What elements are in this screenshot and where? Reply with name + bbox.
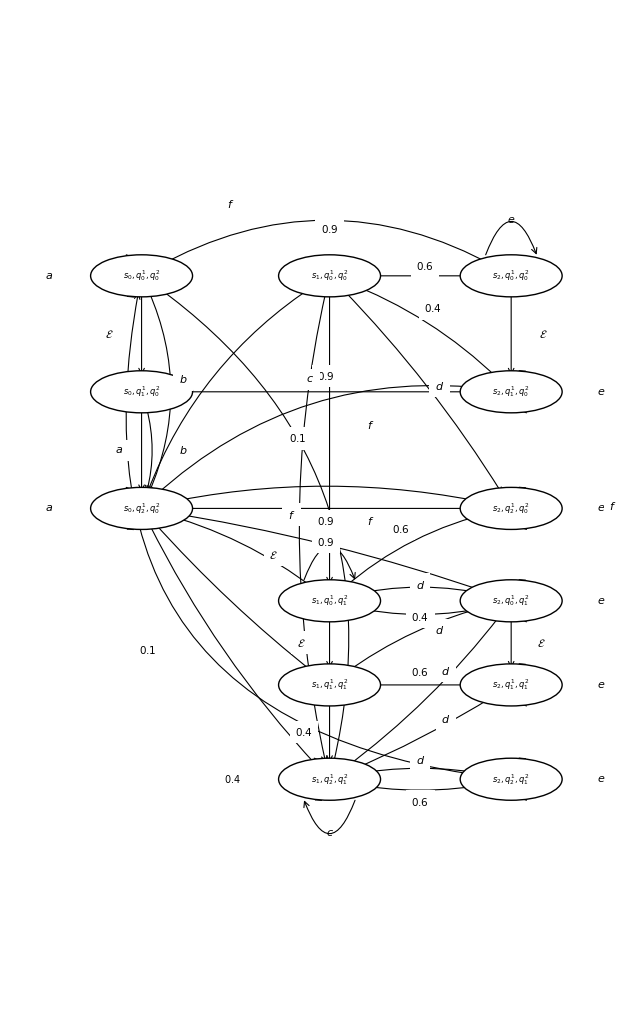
Text: $a$: $a$ (45, 270, 53, 281)
Text: $\mathcal{E}$: $\mathcal{E}$ (539, 328, 547, 339)
Ellipse shape (460, 487, 562, 530)
Ellipse shape (278, 664, 381, 706)
Text: $s_1, q_0^1, q_1^2$: $s_1, q_0^1, q_1^2$ (311, 594, 348, 608)
Text: $d$: $d$ (416, 754, 425, 766)
Text: $c$: $c$ (326, 829, 333, 839)
Text: $s_1, q_1^1, q_1^2$: $s_1, q_1^1, q_1^2$ (311, 678, 348, 692)
Ellipse shape (91, 371, 193, 413)
Ellipse shape (91, 255, 193, 297)
Text: $0.9$: $0.9$ (317, 516, 335, 527)
Text: $d$: $d$ (442, 665, 451, 677)
Text: $c$: $c$ (332, 544, 340, 554)
Text: $0.4$: $0.4$ (412, 611, 429, 623)
Text: $0.9$: $0.9$ (321, 223, 339, 235)
Text: $s_2, q_0^1, q_1^2$: $s_2, q_0^1, q_1^2$ (492, 594, 530, 608)
Text: $f$: $f$ (227, 198, 234, 210)
Text: $0.4$: $0.4$ (224, 773, 241, 785)
Text: $a$: $a$ (45, 503, 53, 514)
Text: $f$: $f$ (367, 516, 374, 527)
Text: $e$: $e$ (598, 680, 606, 690)
Ellipse shape (460, 255, 562, 297)
Text: $0.1$: $0.1$ (139, 644, 157, 656)
Text: $0.9$: $0.9$ (317, 536, 335, 548)
Text: $0.9$: $0.9$ (317, 370, 335, 382)
Text: $e$: $e$ (598, 596, 606, 606)
Text: $d$: $d$ (435, 380, 444, 392)
Text: $s_1, q_0^1, q_0^2$: $s_1, q_0^1, q_0^2$ (311, 268, 348, 284)
Text: $f$: $f$ (367, 418, 374, 431)
Text: $s_2, q_1^1, q_1^2$: $s_2, q_1^1, q_1^2$ (492, 678, 530, 692)
Ellipse shape (278, 758, 381, 800)
Text: $0.6$: $0.6$ (412, 795, 429, 807)
Text: $c$: $c$ (307, 375, 314, 384)
Ellipse shape (278, 579, 381, 622)
Text: $e$: $e$ (598, 774, 606, 784)
Text: $d$: $d$ (442, 713, 451, 725)
Text: $0.4$: $0.4$ (295, 726, 313, 738)
Text: $s_0, q_1^1, q_0^2$: $s_0, q_1^1, q_0^2$ (123, 384, 161, 399)
Text: $\mathcal{E}$: $\mathcal{E}$ (106, 328, 114, 339)
Text: $\mathcal{E}$: $\mathcal{E}$ (269, 549, 278, 560)
Text: $s_0, q_2^1, q_0^2$: $s_0, q_2^1, q_0^2$ (123, 501, 161, 516)
Text: $s_2, q_2^1, q_1^2$: $s_2, q_2^1, q_1^2$ (492, 772, 530, 787)
Text: $s_2, q_1^1, q_0^2$: $s_2, q_1^1, q_0^2$ (492, 384, 530, 399)
Text: $d$: $d$ (416, 578, 425, 591)
Text: $s_2, q_0^1, q_0^2$: $s_2, q_0^1, q_0^2$ (492, 268, 530, 284)
Ellipse shape (460, 371, 562, 413)
Text: $e$: $e$ (598, 503, 606, 514)
Text: $0.4$: $0.4$ (424, 302, 442, 314)
Text: $0.6$: $0.6$ (412, 667, 429, 678)
Text: $f$: $f$ (287, 509, 295, 521)
Text: $f$: $f$ (609, 500, 617, 513)
Text: $e$: $e$ (598, 387, 606, 397)
Text: $b$: $b$ (179, 374, 188, 385)
Text: $a$: $a$ (115, 445, 124, 455)
Text: $0.1$: $0.1$ (289, 433, 307, 445)
Text: $d$: $d$ (435, 624, 444, 636)
Text: $s_1, q_2^1, q_1^2$: $s_1, q_2^1, q_1^2$ (311, 772, 348, 787)
Text: $b$: $b$ (179, 444, 188, 456)
Ellipse shape (278, 255, 381, 297)
Text: $0.6$: $0.6$ (392, 523, 410, 535)
Ellipse shape (460, 664, 562, 706)
Text: $\mathcal{E}$: $\mathcal{E}$ (296, 637, 305, 649)
Text: $\mathcal{E}$: $\mathcal{E}$ (538, 637, 546, 649)
Text: $0.6$: $0.6$ (416, 260, 434, 272)
Ellipse shape (460, 758, 562, 800)
Text: $s_2, q_2^1, q_0^2$: $s_2, q_2^1, q_0^2$ (492, 501, 530, 516)
Ellipse shape (460, 579, 562, 622)
Text: $e$: $e$ (507, 215, 515, 225)
Text: $s_0, q_0^1, q_0^2$: $s_0, q_0^1, q_0^2$ (123, 268, 161, 284)
Ellipse shape (91, 487, 193, 530)
